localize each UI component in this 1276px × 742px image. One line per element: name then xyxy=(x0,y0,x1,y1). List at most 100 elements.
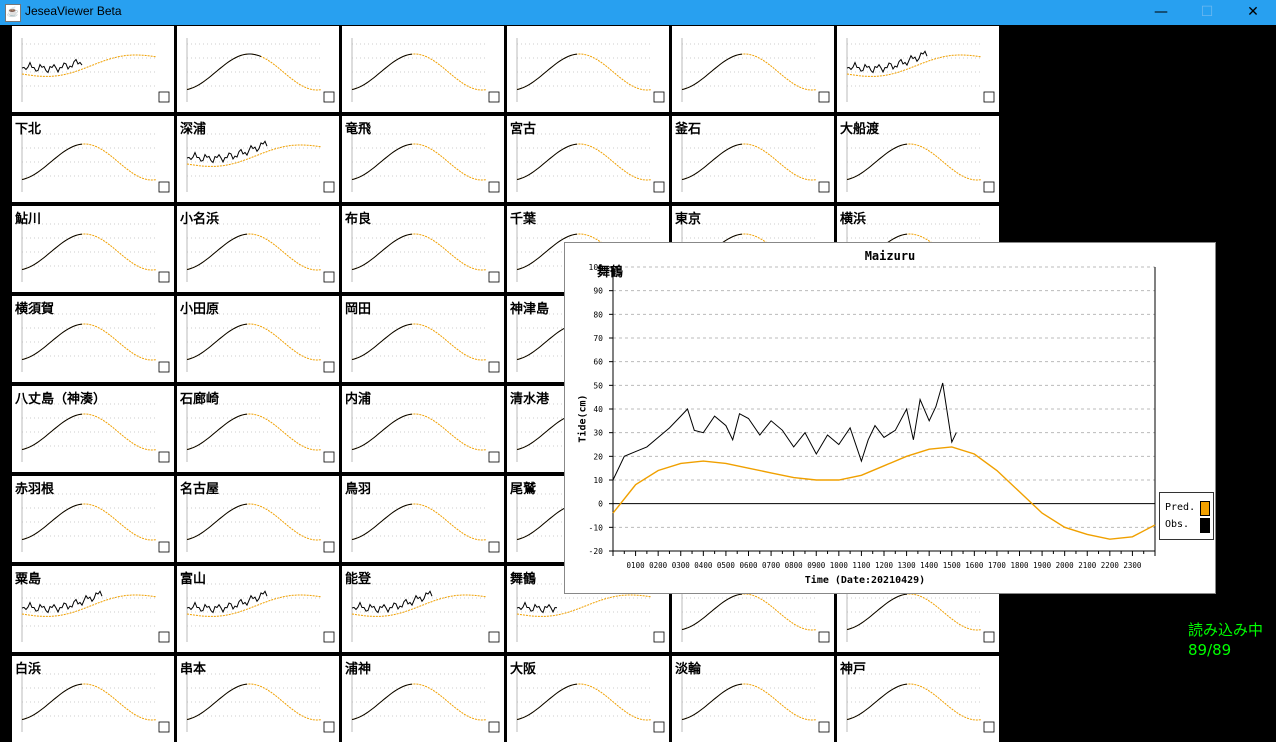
close-button[interactable]: ✕ xyxy=(1247,4,1259,20)
mini-tide-chart xyxy=(351,308,500,373)
mini-tide-chart xyxy=(186,578,335,643)
mini-legend-box xyxy=(653,721,665,733)
mini-obs-line xyxy=(21,413,83,450)
station-detail-popup[interactable]: Maizuru 舞鶴 -20 -10 0 10 20 30 40 50 60 70 80 90 100 0… xyxy=(564,242,1216,594)
station-tile[interactable] xyxy=(342,26,504,112)
x-tick-label: 1900 xyxy=(1033,561,1052,570)
popup-station-name: 舞鶴 xyxy=(597,265,624,280)
mini-tide-chart xyxy=(186,38,335,103)
y-tick-label: 10 xyxy=(593,476,603,485)
x-tick-label: 2200 xyxy=(1101,561,1120,570)
mini-obs-line xyxy=(21,58,83,74)
station-tile[interactable]: 内浦 xyxy=(342,386,504,472)
station-tile[interactable]: 横須賀 xyxy=(12,296,174,382)
station-tile[interactable] xyxy=(507,26,669,112)
station-tile[interactable]: 下北 xyxy=(12,116,174,202)
x-tick-label: 2100 xyxy=(1078,561,1097,570)
mini-obs-line xyxy=(186,590,268,614)
station-name: 赤羽根 xyxy=(15,482,55,497)
station-tile[interactable]: 八丈島（神湊） xyxy=(12,386,174,472)
mini-obs-line xyxy=(351,323,413,360)
mini-obs-line xyxy=(186,140,268,164)
y-tick-label: 100 xyxy=(589,263,604,272)
station-tile[interactable]: 串本 xyxy=(177,656,339,742)
x-tick-label: 1600 xyxy=(965,561,984,570)
window-titlebar[interactable]: ☕ JeseaViewer Beta — ☐ ✕ xyxy=(0,0,1276,25)
station-tile[interactable]: 小田原 xyxy=(177,296,339,382)
mini-legend-box xyxy=(983,721,995,733)
station-tile[interactable] xyxy=(12,26,174,112)
station-tile[interactable]: 富山 xyxy=(177,566,339,652)
station-name: 深浦 xyxy=(180,122,207,137)
x-tick-label: 1100 xyxy=(852,561,871,570)
station-tile[interactable] xyxy=(672,26,834,112)
station-tile[interactable]: 鮎川 xyxy=(12,206,174,292)
station-name: 淡輪 xyxy=(675,662,702,677)
station-tile[interactable]: 鳥羽 xyxy=(342,476,504,562)
station-tile[interactable]: 釜石 xyxy=(672,116,834,202)
mini-obs-line xyxy=(186,323,248,360)
x-tick-label: 0500 xyxy=(717,561,736,570)
mini-obs-line xyxy=(516,143,578,180)
station-tile[interactable]: 浦神 xyxy=(342,656,504,742)
mini-legend-box xyxy=(158,631,170,643)
mini-tide-chart xyxy=(351,218,500,283)
mini-legend-box xyxy=(488,91,500,103)
mini-tide-chart xyxy=(21,38,170,103)
x-tick-label: 2000 xyxy=(1056,561,1075,570)
legend-obs-swatch xyxy=(1200,518,1210,533)
x-tick-label: 0800 xyxy=(785,561,804,570)
station-tile[interactable]: 岡田 xyxy=(342,296,504,382)
station-tile[interactable]: 竜飛 xyxy=(342,116,504,202)
mini-tide-chart xyxy=(351,398,500,463)
station-name: 石廊崎 xyxy=(180,392,220,407)
station-tile[interactable]: 粟島 xyxy=(12,566,174,652)
station-tile[interactable]: 大船渡 xyxy=(837,116,999,202)
station-name: 布良 xyxy=(345,212,372,227)
station-tile[interactable]: 神戸 xyxy=(837,656,999,742)
mini-obs-line xyxy=(21,323,83,360)
station-tile[interactable]: 能登 xyxy=(342,566,504,652)
java-app-icon: ☕ xyxy=(5,4,21,22)
y-tick-label: 30 xyxy=(593,429,603,438)
station-tile[interactable]: 大阪 xyxy=(507,656,669,742)
mini-pred-line xyxy=(21,54,157,77)
station-tile[interactable] xyxy=(837,26,999,112)
predicted-series-line xyxy=(612,446,1156,540)
station-name: 神津島 xyxy=(510,302,550,317)
mini-tide-chart xyxy=(21,398,170,463)
station-name: 大阪 xyxy=(510,662,537,677)
station-name: 横浜 xyxy=(840,212,867,227)
station-tile[interactable]: 赤羽根 xyxy=(12,476,174,562)
station-tile[interactable]: 淡輪 xyxy=(672,656,834,742)
station-tile[interactable]: 白浜 xyxy=(12,656,174,742)
loading-count: 89/89 xyxy=(1188,641,1232,659)
station-name: 宮古 xyxy=(510,122,537,137)
station-name: 八丈島（神湊） xyxy=(15,392,107,407)
popup-title: Maizuru xyxy=(864,249,916,263)
x-tick-label: 1400 xyxy=(920,561,939,570)
mini-legend-box xyxy=(983,181,995,193)
mini-pred-line xyxy=(21,594,157,617)
y-tick-label: 70 xyxy=(593,334,603,343)
station-tile[interactable]: 名古屋 xyxy=(177,476,339,562)
mini-legend-box xyxy=(158,271,170,283)
station-tile[interactable]: 小名浜 xyxy=(177,206,339,292)
mini-legend-box xyxy=(983,91,995,103)
y-tick-label: 0 xyxy=(598,500,603,509)
station-tile[interactable] xyxy=(177,26,339,112)
station-tile[interactable]: 布良 xyxy=(342,206,504,292)
mini-legend-box xyxy=(488,181,500,193)
maximize-button[interactable]: ☐ xyxy=(1200,4,1214,20)
station-tile[interactable]: 石廊崎 xyxy=(177,386,339,472)
mini-obs-line xyxy=(351,590,433,614)
mini-obs-line xyxy=(186,503,248,540)
station-name: 岡田 xyxy=(345,302,372,317)
y-tick-label: 20 xyxy=(593,452,603,461)
mini-obs-line xyxy=(21,143,83,180)
station-tile[interactable]: 深浦 xyxy=(177,116,339,202)
mini-pred-line xyxy=(846,54,982,77)
minimize-button[interactable]: — xyxy=(1154,4,1168,20)
station-tile[interactable]: 宮古 xyxy=(507,116,669,202)
mini-tide-chart xyxy=(351,38,500,103)
